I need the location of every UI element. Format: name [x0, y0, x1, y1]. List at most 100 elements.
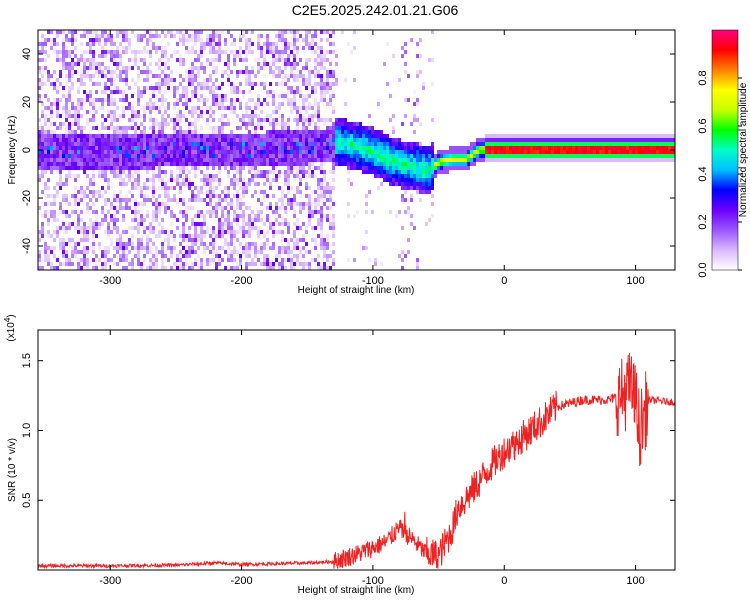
- spectrogram-cell: [251, 258, 254, 262]
- spectrogram-cell: [215, 214, 218, 218]
- spectrogram-cell: [269, 226, 272, 230]
- spectrogram-cell: [395, 158, 398, 162]
- spectrogram-cell: [308, 130, 311, 134]
- spectrogram-cell: [380, 166, 383, 170]
- spectrogram-cell: [281, 114, 284, 118]
- spectrogram-cell: [53, 246, 56, 250]
- spectrogram-cell: [92, 138, 95, 142]
- spectrogram-cell: [314, 142, 317, 146]
- spectrogram-cell: [71, 74, 74, 78]
- spectrogram-cell: [209, 194, 212, 198]
- spectrogram-cell: [404, 42, 407, 46]
- spectrogram-cell: [578, 150, 581, 154]
- spectrogram-cell: [245, 122, 248, 126]
- spectrogram-cell: [224, 238, 227, 242]
- spectrogram-cell: [173, 158, 176, 162]
- spectrogram-cell: [344, 146, 347, 150]
- spectrogram-cell: [305, 154, 308, 158]
- spectrogram-cell: [482, 146, 485, 150]
- spectrogram-cell: [62, 250, 65, 254]
- spectrogram-cell: [44, 66, 47, 70]
- spectrogram-cell: [416, 142, 419, 146]
- spectrogram-cell: [518, 154, 521, 158]
- spectrogram-cell: [50, 106, 53, 110]
- spectrogram-cell: [230, 146, 233, 150]
- spectrogram-cell: [335, 154, 338, 158]
- spectrogram-cell: [149, 166, 152, 170]
- spectrogram-cell: [290, 138, 293, 142]
- spectrogram-cell: [368, 114, 371, 118]
- spectrogram-cell: [191, 246, 194, 250]
- spectrogram-cell: [320, 134, 323, 138]
- spectrogram-cell: [275, 166, 278, 170]
- spectrogram-cell: [263, 58, 266, 62]
- spectrogram-cell: [317, 178, 320, 182]
- spectrogram-cell: [650, 134, 653, 138]
- spectrogram-cell: [269, 202, 272, 206]
- spectrogram-cell: [65, 38, 68, 42]
- spectrogram-cell: [221, 246, 224, 250]
- spectrogram-cell: [122, 130, 125, 134]
- spectrogram-cell: [230, 158, 233, 162]
- spectrogram-cell: [329, 190, 332, 194]
- spectrogram-cell: [407, 250, 410, 254]
- spectrogram-cell: [269, 146, 272, 150]
- spectrogram-cell: [230, 86, 233, 90]
- spectrogram-cell: [215, 34, 218, 38]
- spectrogram-cell: [68, 154, 71, 158]
- spectrogram-cell: [179, 190, 182, 194]
- spectrogram-cell: [596, 142, 599, 146]
- spectrogram-cell: [389, 150, 392, 154]
- spectrogram-cell: [263, 262, 266, 266]
- spectrogram-cell: [212, 234, 215, 238]
- spectrogram-cell: [602, 142, 605, 146]
- spectrogram-cell: [92, 150, 95, 154]
- spectrogram-cell: [296, 262, 299, 266]
- spectrogram-cell: [554, 134, 557, 138]
- spectrogram-cell: [236, 150, 239, 154]
- spectrogram-cell: [314, 82, 317, 86]
- spectrogram-cell: [95, 262, 98, 266]
- spectrogram-cell: [167, 246, 170, 250]
- spectrogram-cell: [293, 254, 296, 258]
- spectrogram-cell: [62, 46, 65, 50]
- spectrogram-cell: [125, 78, 128, 82]
- spectrogram-cell: [80, 198, 83, 202]
- spectrogram-cell: [62, 162, 65, 166]
- spectrogram-cell: [95, 70, 98, 74]
- spectrogram-cell: [272, 158, 275, 162]
- spectrogram-cell: [188, 122, 191, 126]
- spectrogram-cell: [152, 34, 155, 38]
- spectrogram-cell: [188, 146, 191, 150]
- spectrogram-cell: [299, 142, 302, 146]
- spectrogram-cell: [242, 246, 245, 250]
- spectrogram-cell: [170, 118, 173, 122]
- spectrogram-cell: [317, 222, 320, 226]
- spectrogram-cell: [128, 262, 131, 266]
- spectrogram-cell: [137, 98, 140, 102]
- spectrogram-cell: [95, 254, 98, 258]
- spectrogram-cell: [314, 226, 317, 230]
- spectrogram-cell: [320, 210, 323, 214]
- spectrogram-cell: [236, 158, 239, 162]
- spectrogram-cell: [185, 178, 188, 182]
- spectrogram-cell: [278, 70, 281, 74]
- spectrogram-cell: [281, 138, 284, 142]
- spectrogram-cell: [431, 154, 434, 158]
- spectrogram-cell: [74, 62, 77, 66]
- spectrogram-cell: [173, 106, 176, 110]
- spectrogram-cell: [278, 130, 281, 134]
- spectrogram-cell: [488, 138, 491, 142]
- spectrogram-cell: [299, 170, 302, 174]
- spectrogram-cell: [578, 138, 581, 142]
- spectrogram-cell: [206, 42, 209, 46]
- spectrogram-cell: [80, 162, 83, 166]
- spectrogram-cell: [272, 242, 275, 246]
- spectrogram-cell: [107, 166, 110, 170]
- spectrogram-cell: [320, 138, 323, 142]
- spectrogram-cell: [197, 166, 200, 170]
- spectrogram-cell: [227, 194, 230, 198]
- spectrogram-cell: [530, 134, 533, 138]
- spectrogram-cell: [137, 174, 140, 178]
